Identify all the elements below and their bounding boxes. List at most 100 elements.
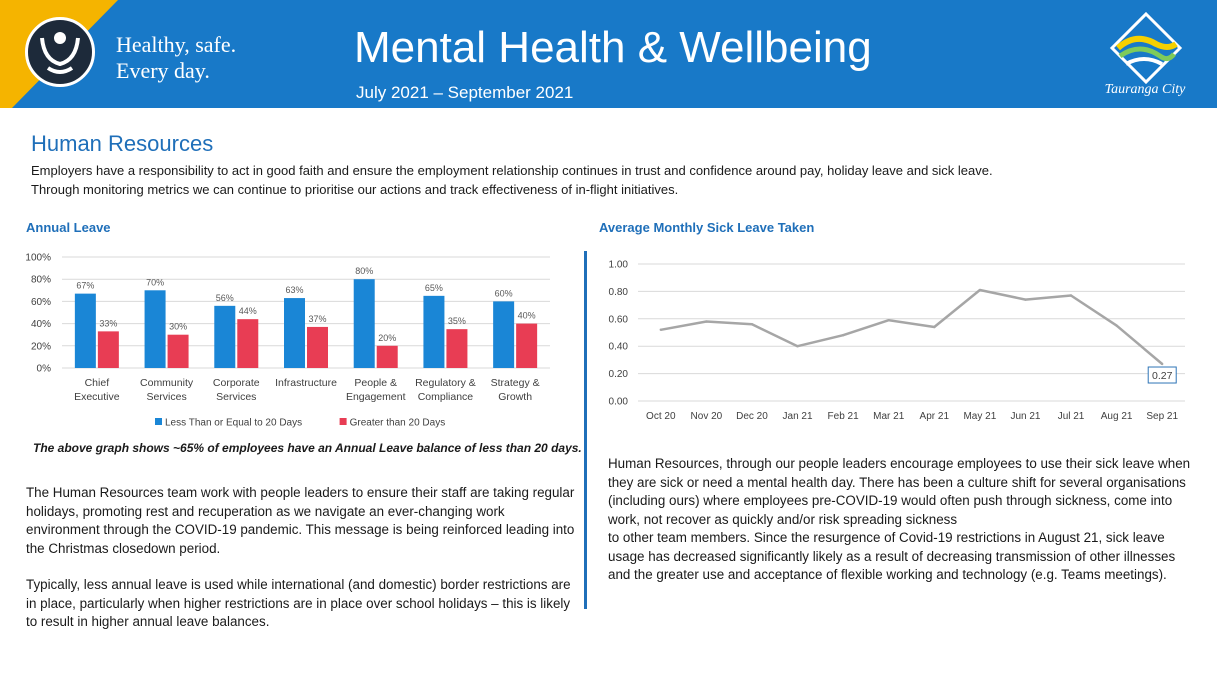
column-divider	[584, 251, 587, 609]
data-point	[705, 320, 708, 323]
bar	[307, 326, 328, 368]
x-tick-label: Jan 21	[783, 411, 813, 422]
data-label: 63%	[285, 285, 303, 295]
x-tick-label: Compliance	[418, 391, 474, 403]
x-tick-label: Community	[140, 377, 194, 389]
y-tick-label: 100%	[25, 253, 51, 264]
legend-entry: Less Than or Equal to 20 Days	[165, 418, 302, 429]
x-tick-label: Growth	[498, 391, 532, 403]
legend-swatch	[339, 418, 347, 425]
data-label: 65%	[425, 283, 443, 293]
x-tick-label: Services	[216, 391, 256, 403]
x-tick-label: Jun 21	[1010, 411, 1040, 422]
sick-leave-chart-title: Average Monthly Sick Leave Taken	[599, 220, 815, 235]
page-subtitle: July 2021 – September 2021	[356, 83, 574, 102]
data-label: 30%	[169, 322, 187, 332]
intro-line1: Employers have a responsibility to act i…	[31, 163, 993, 178]
data-label: 33%	[99, 318, 117, 328]
x-tick-label: Engagement	[346, 391, 406, 403]
commentary-paragraph: Typically, less annual leave is used whi…	[26, 577, 571, 629]
bar	[144, 290, 166, 368]
y-tick-label: 0.20	[609, 369, 629, 380]
y-tick-label: 60%	[31, 297, 51, 308]
y-tick-label: 0%	[37, 364, 52, 375]
tauranga-city-logo-icon	[1109, 11, 1183, 85]
legend-entry: Greater than 20 Days	[350, 418, 446, 429]
annual-leave-note: The above graph shows ~65% of employees …	[33, 441, 582, 455]
tagline-line2: Every day.	[116, 58, 210, 83]
bar	[284, 298, 305, 368]
data-point	[750, 323, 754, 326]
annual-leave-chart: 0% 20% 40% 60% 80% 100% 67% 33% Chief Executive 70…	[25, 253, 550, 429]
healthy-safe-logo-icon	[25, 17, 95, 87]
data-point	[659, 328, 662, 331]
data-label: 60%	[495, 288, 513, 298]
data-point	[1024, 298, 1027, 301]
header-banner: Healthy, safe. Every day. Mental Health …	[0, 0, 1217, 108]
city-name: Tauranga City	[1104, 82, 1186, 97]
bar	[74, 293, 96, 368]
data-point	[796, 345, 799, 348]
bar	[214, 305, 236, 368]
annual-leave-commentary: The Human Resources team work with peopl…	[26, 484, 576, 650]
x-tick-label: Apr 21	[920, 411, 950, 422]
commentary-paragraph: The Human Resources team work with peopl…	[26, 485, 575, 556]
bar	[376, 345, 398, 368]
bar	[516, 323, 538, 368]
page-title: Mental Health & Wellbeing	[354, 23, 872, 72]
legend-swatch	[155, 418, 162, 425]
annual-leave-chart-title: Annual Leave	[26, 220, 111, 235]
data-label: 80%	[355, 266, 373, 276]
data-label: 37%	[308, 314, 326, 324]
x-tick-label: Services	[146, 391, 186, 403]
bar	[97, 331, 119, 368]
sick-leave-chart: 0.00 0.20 0.40 0.60 0.80 1.00 Oct 20 Nov 20 Dec …	[609, 260, 1185, 422]
commentary-paragraph: Human Resources, through our people lead…	[608, 456, 1191, 527]
bar	[493, 301, 515, 368]
data-point	[933, 325, 936, 329]
x-tick-label: Aug 21	[1101, 411, 1133, 422]
x-tick-label: Executive	[74, 391, 120, 403]
commentary-paragraph: to other team members. Since the resurge…	[608, 530, 1176, 582]
y-tick-label: 0.40	[609, 342, 629, 353]
x-tick-label: Sep 21	[1146, 411, 1178, 422]
bar	[446, 329, 468, 368]
data-label: 20%	[378, 333, 396, 343]
tagline: Healthy, safe. Every day.	[116, 32, 236, 84]
data-point	[841, 334, 845, 337]
y-tick-label: 0.00	[609, 397, 629, 408]
x-tick-label: Chief	[85, 377, 110, 389]
data-label: 40%	[518, 311, 536, 321]
bar	[353, 279, 375, 368]
bar	[423, 295, 445, 368]
bar	[167, 334, 189, 368]
intro-text: Employers have a responsibility to act i…	[31, 161, 1181, 199]
x-tick-label: Oct 20	[646, 411, 676, 422]
data-label: 56%	[216, 293, 234, 303]
data-label: 44%	[239, 306, 257, 316]
y-tick-label: 1.00	[609, 260, 629, 271]
x-tick-label: Mar 21	[873, 411, 905, 422]
data-label: 70%	[146, 277, 164, 287]
x-tick-label: Jul 21	[1058, 411, 1085, 422]
data-point	[887, 318, 890, 322]
sick-leave-commentary: Human Resources, through our people lead…	[608, 455, 1198, 585]
x-tick-label: Corporate	[213, 377, 260, 389]
y-tick-label: 0.60	[609, 314, 629, 325]
x-tick-label: May 21	[963, 411, 996, 422]
data-point	[1161, 362, 1164, 366]
bar	[237, 319, 259, 368]
x-tick-label: Dec 20	[736, 411, 768, 422]
x-tick-label: Regulatory &	[415, 377, 476, 389]
annotation-box	[1147, 366, 1177, 384]
x-tick-label: Feb 21	[828, 411, 860, 422]
annotation-label: 0.27	[1152, 370, 1173, 382]
section-title: Human Resources	[31, 131, 214, 156]
data-point	[978, 288, 982, 292]
tagline-line1: Healthy, safe.	[116, 32, 237, 57]
intro-line2: Through monitoring metrics we can contin…	[31, 182, 679, 197]
data-point	[1115, 324, 1118, 327]
y-tick-label: 0.80	[609, 287, 629, 298]
y-tick-label: 40%	[31, 319, 51, 330]
data-label: 35%	[448, 316, 466, 326]
